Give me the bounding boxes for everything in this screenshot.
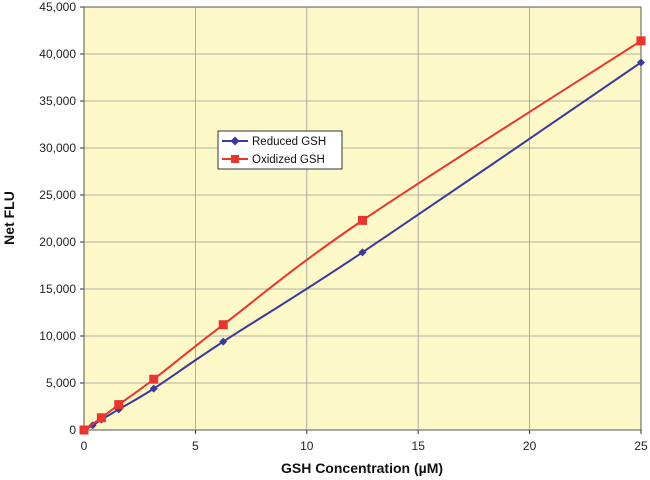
y-tick-label: 25,000 (39, 188, 76, 202)
legend: Reduced GSH Oxidized GSH (217, 130, 343, 170)
legend-label-reduced-gsh: Reduced GSH (252, 136, 326, 148)
y-tick-label: 35,000 (39, 94, 76, 108)
y-tick-label: 20,000 (39, 235, 76, 249)
legend-label-oxidized-gsh: Oxidized GSH (252, 154, 325, 166)
x-tick-label: 0 (81, 439, 88, 453)
axes: 0 5,000 10,000 15,000 20,000 25,000 30,000 35,0… (39, 0, 648, 453)
y-tick-label: 40,000 (39, 47, 76, 61)
y-tick-label: 30,000 (39, 141, 76, 155)
x-tick-label: 10 (300, 439, 314, 453)
series-line-reduced-gsh (83, 61, 642, 431)
data-point-oxidized-gsh (218, 320, 228, 330)
y-tick-label: 0 (69, 423, 76, 437)
x-tick-label: 20 (523, 439, 537, 453)
legend-marker-diamond-icon (230, 136, 240, 146)
data-point-reduced-gsh (637, 58, 645, 67)
y-tick-label: 5,000 (46, 376, 76, 390)
data-point-oxidized-gsh (358, 215, 367, 225)
y-tick-label: 15,000 (39, 282, 76, 296)
legend-marker-square-icon (231, 155, 239, 163)
x-axis-title: GSH Concentration (µM) (281, 460, 443, 476)
y-tick-label: 45,000 (39, 0, 76, 14)
data-point-oxidized-gsh (114, 400, 124, 410)
data-point-oxidized-gsh (79, 425, 89, 435)
data-point-oxidized-gsh (149, 374, 159, 384)
x-tick-label: 15 (412, 439, 426, 453)
data-point-reduced-gsh (219, 337, 228, 346)
x-tick-label: 5 (192, 439, 199, 453)
data-point-reduced-gsh (149, 384, 158, 393)
y-tick-label: 10,000 (39, 329, 76, 343)
series-layer (79, 36, 646, 435)
y-axis-title: Net FLU (1, 191, 17, 245)
data-point-reduced-gsh (358, 248, 367, 257)
x-tick-label: 25 (634, 439, 648, 453)
data-point-oxidized-gsh (636, 36, 646, 46)
data-point-oxidized-gsh (96, 413, 106, 423)
